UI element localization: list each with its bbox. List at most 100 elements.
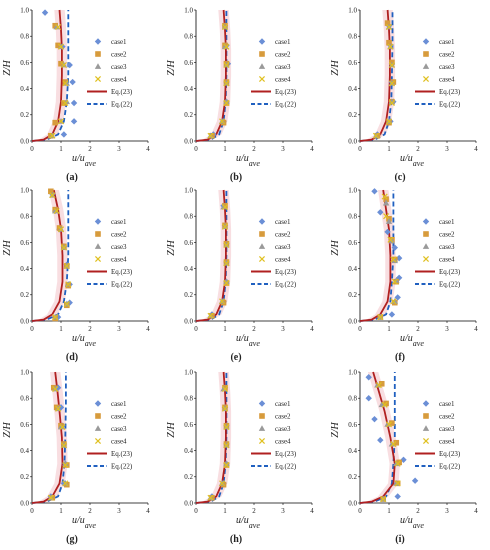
x-tick-label: 2 [252,507,256,515]
legend-label: Eq.(23) [439,268,461,276]
point-case2 [52,22,58,29]
point-case3 [94,63,102,69]
legend-label: Eq.(22) [439,101,461,109]
legend-label: Eq.(22) [275,281,297,289]
point-case1 [422,400,430,407]
x-tick-label: 2 [416,145,420,153]
point-case4 [60,244,67,251]
panel-label: (e) [230,352,241,363]
series-eq23-line [31,189,64,322]
point-case1 [66,61,73,69]
y-tick-label: 0.6 [20,421,29,429]
point-case4 [388,61,395,69]
x-axis-title-subscript: ave [249,339,261,348]
point-case1 [60,131,68,138]
legend-label: case2 [275,413,291,421]
point-case4 [62,461,69,469]
point-case1 [388,311,396,318]
point-case4 [258,437,266,445]
point-case4 [221,386,229,393]
point-case4 [219,480,226,487]
point-case3 [385,218,393,224]
panel-label: (i) [395,534,404,545]
y-tick-label: 0.4 [20,447,29,455]
point-case4 [65,281,72,288]
y-tick-label: 0.8 [20,395,29,403]
y-axis-title: Z/H [166,421,177,437]
point-case1 [365,374,372,381]
point-case4 [47,494,54,501]
y-tick-label: 1.0 [20,6,29,14]
point-case3 [422,63,430,69]
legend-label: case4 [275,438,291,446]
legend-label: case4 [111,438,127,446]
point-case3 [258,243,266,249]
chart-panel: 0.0 0.2 0.4 0.6 0.8 1.0 0 1 2 3 4 Z/H u/uave case1 cas… [330,186,478,363]
y-tick-label: 0.8 [184,213,193,221]
legend-label: Eq.(23) [439,88,461,96]
y-axis-title: Z/H [166,239,177,255]
y-axis-title: Z/H [330,421,341,437]
x-tick-label: 2 [88,145,92,153]
x-axis-title: u/uave [236,515,260,530]
series-eq22-line [195,372,228,504]
x-tick-label: 0 [30,145,34,153]
confidence-band [32,190,68,321]
x-axis-title-subscript: ave [85,339,97,348]
point-case1 [371,188,378,195]
y-tick-label: 0.6 [184,421,193,429]
y-tick-label: 1.0 [20,186,29,194]
point-case4 [387,236,394,243]
point-case4 [57,226,65,233]
point-case1 [70,118,78,125]
x-axis-title: u/uave [72,153,96,168]
x-tick-label: 4 [474,507,478,515]
point-case4 [394,460,401,467]
legend-label: case1 [111,218,127,226]
legend-label: case4 [111,76,127,84]
y-tick-label: 1.0 [348,186,357,194]
legend-label: Eq.(22) [275,463,297,471]
x-tick-label: 3 [281,145,285,153]
x-axis-title-main: u/u [236,153,249,164]
point-case4 [385,421,393,428]
x-axis-title-main: u/u [236,515,249,526]
point-case4 [387,43,394,50]
y-tick-label: 0.0 [184,137,193,145]
x-axis-title-main: u/u [72,333,85,344]
x-tick-label: 3 [117,507,121,515]
x-tick-label: 4 [310,325,314,333]
point-case4 [223,99,230,107]
point-case4 [221,204,229,211]
point-case4 [49,192,56,199]
point-case2 [389,420,395,426]
point-case1 [365,395,372,402]
point-case4 [422,255,430,263]
point-case4 [390,298,397,305]
x-tick-label: 3 [281,325,285,333]
x-tick-label: 4 [474,145,478,153]
x-tick-label: 2 [88,325,92,333]
legend-label: case1 [275,38,291,46]
legend-label: case4 [111,256,127,264]
legend-label: case4 [439,438,455,446]
point-case4 [94,255,102,263]
point-case4 [221,405,229,412]
point-case4 [223,461,230,469]
legend-label: Eq.(22) [439,281,461,289]
point-case2 [222,202,228,209]
x-tick-label: 0 [30,507,34,515]
point-case4 [223,80,230,87]
series-eq22-line [359,372,396,504]
point-case3 [422,425,430,431]
point-case4 [388,80,395,87]
point-case2 [48,188,54,195]
legend-label: Eq.(22) [111,281,133,289]
x-tick-label: 0 [358,325,362,333]
y-tick-label: 0.0 [184,499,193,507]
y-tick-label: 0.8 [348,33,357,41]
point-case4 [59,423,66,431]
point-case2 [259,231,265,237]
x-tick-label: 1 [59,145,63,153]
point-case4 [55,405,62,412]
